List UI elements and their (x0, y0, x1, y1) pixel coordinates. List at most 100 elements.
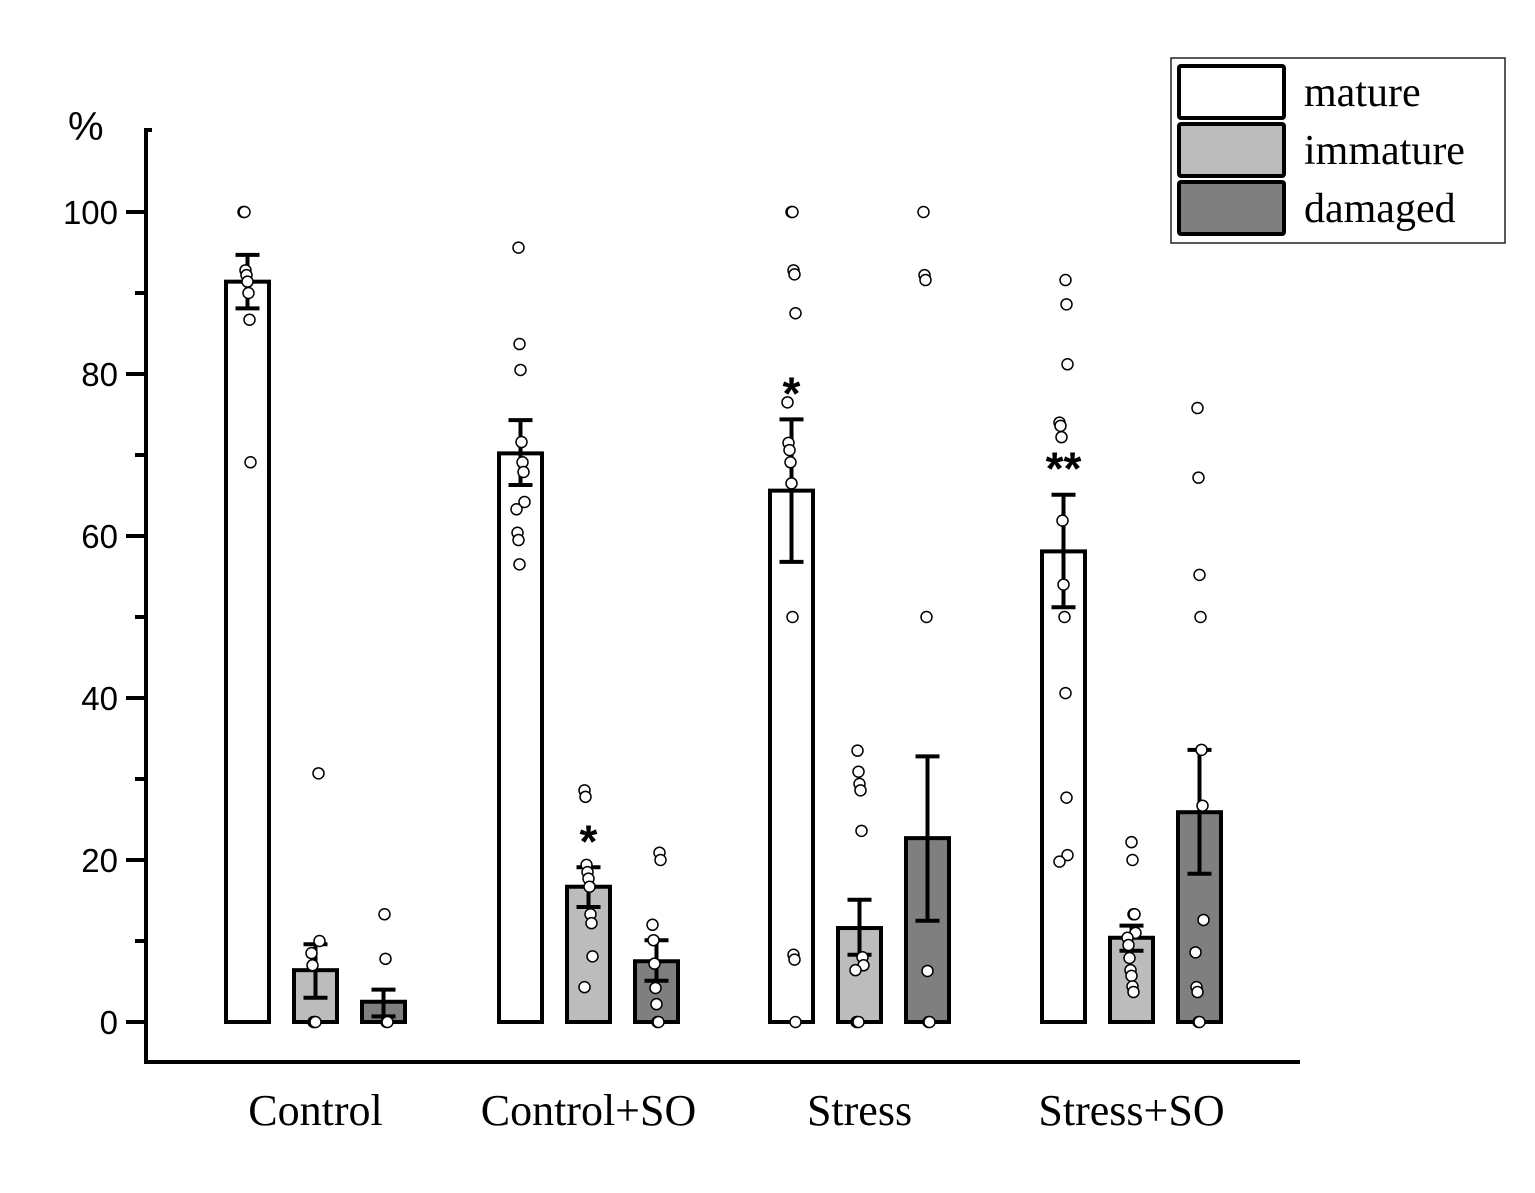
y-tick-label: 0 (100, 1004, 118, 1041)
data-point (512, 241, 525, 254)
x-axis: Control Control+SO Stress Stress+SO (144, 1060, 1300, 1135)
data-point (849, 963, 862, 977)
data-point (517, 465, 530, 479)
y-axis: 0 20 40 60 80 100 (63, 128, 152, 1062)
data-point (244, 456, 257, 469)
data-point (241, 275, 254, 288)
legend-label-immature: immature (1304, 128, 1465, 174)
y-tick-label: 100 (63, 194, 118, 231)
data-point (1125, 969, 1138, 983)
significance-marker: * (783, 367, 801, 419)
data-point (1194, 610, 1207, 624)
data-point (855, 824, 868, 838)
data-point (578, 980, 591, 994)
data-point (1060, 791, 1073, 804)
x-category-label: Stress (807, 1086, 912, 1135)
significance-markers: **** (580, 367, 1082, 867)
data-point (783, 443, 796, 457)
data-point (652, 1015, 665, 1029)
data-point (854, 784, 867, 797)
data-point (1126, 853, 1139, 867)
data-point (312, 767, 325, 780)
data-point (313, 934, 326, 948)
data-point (1055, 430, 1068, 444)
x-category-label: Control (248, 1086, 382, 1135)
data-point (654, 853, 667, 867)
data-point (515, 435, 528, 449)
data-point (648, 957, 661, 970)
data-points (237, 205, 1210, 1029)
data-point (786, 610, 799, 624)
data-point (1197, 913, 1210, 927)
data-point (518, 495, 531, 509)
data-point (513, 337, 526, 351)
data-point (238, 205, 251, 219)
data-point (647, 933, 660, 947)
data-point (1128, 908, 1141, 921)
data-point (1189, 946, 1202, 959)
data-point (1054, 419, 1067, 433)
data-point (305, 946, 318, 960)
legend-swatch-mature (1177, 64, 1286, 120)
data-point (851, 744, 864, 757)
legend-swatch-immature (1177, 122, 1286, 178)
data-point (788, 953, 801, 966)
data-point (919, 273, 932, 287)
data-point (510, 503, 523, 516)
y-tick-label: 80 (81, 356, 118, 393)
data-point (1191, 985, 1204, 999)
data-point (1193, 1015, 1206, 1029)
bars (224, 279, 1223, 1025)
data-point (1058, 610, 1071, 624)
data-point (1059, 686, 1072, 700)
data-point (1193, 568, 1206, 582)
legend-label-damaged: damaged (1304, 186, 1456, 232)
data-point (1060, 298, 1073, 311)
data-point (1192, 471, 1205, 484)
legend-swatch-damaged (1177, 180, 1286, 236)
significance-marker: ** (1046, 443, 1082, 495)
data-point (852, 1015, 865, 1029)
data-point (1125, 835, 1138, 849)
data-point (513, 558, 526, 571)
significance-marker: * (580, 815, 598, 867)
x-category-label: Control+SO (481, 1086, 697, 1135)
x-category-label: Stress+SO (1038, 1086, 1224, 1135)
data-point (781, 396, 794, 409)
y-tick-label: 20 (81, 842, 118, 879)
data-point (1122, 938, 1135, 952)
data-point (923, 1015, 936, 1029)
data-point (585, 916, 598, 930)
data-point (1195, 743, 1208, 757)
data-point (1057, 578, 1070, 591)
data-point (381, 1015, 394, 1029)
data-point (586, 950, 599, 963)
data-point (650, 997, 663, 1011)
legend: mature immature damaged (1170, 57, 1506, 244)
legend-label-mature: mature (1304, 70, 1421, 116)
bar-mature (224, 279, 271, 1025)
data-point (583, 880, 596, 893)
y-axis-unit-label: % (68, 105, 104, 149)
data-point (1056, 514, 1069, 527)
y-tick-label: 40 (81, 680, 118, 717)
data-point (512, 533, 525, 547)
data-point (789, 307, 802, 320)
data-point (784, 456, 797, 469)
data-point (309, 1015, 322, 1029)
data-point (379, 952, 392, 966)
data-point (786, 205, 799, 219)
data-point (1191, 401, 1204, 415)
data-point (785, 477, 798, 490)
data-point (646, 918, 659, 932)
data-point (789, 1015, 802, 1029)
y-tick-label: 60 (81, 518, 118, 555)
data-point (243, 313, 256, 326)
data-point (579, 790, 592, 804)
data-point (852, 765, 865, 778)
data-point (514, 363, 527, 377)
data-point (1061, 358, 1074, 371)
data-point (1123, 951, 1136, 965)
data-point (242, 286, 255, 300)
